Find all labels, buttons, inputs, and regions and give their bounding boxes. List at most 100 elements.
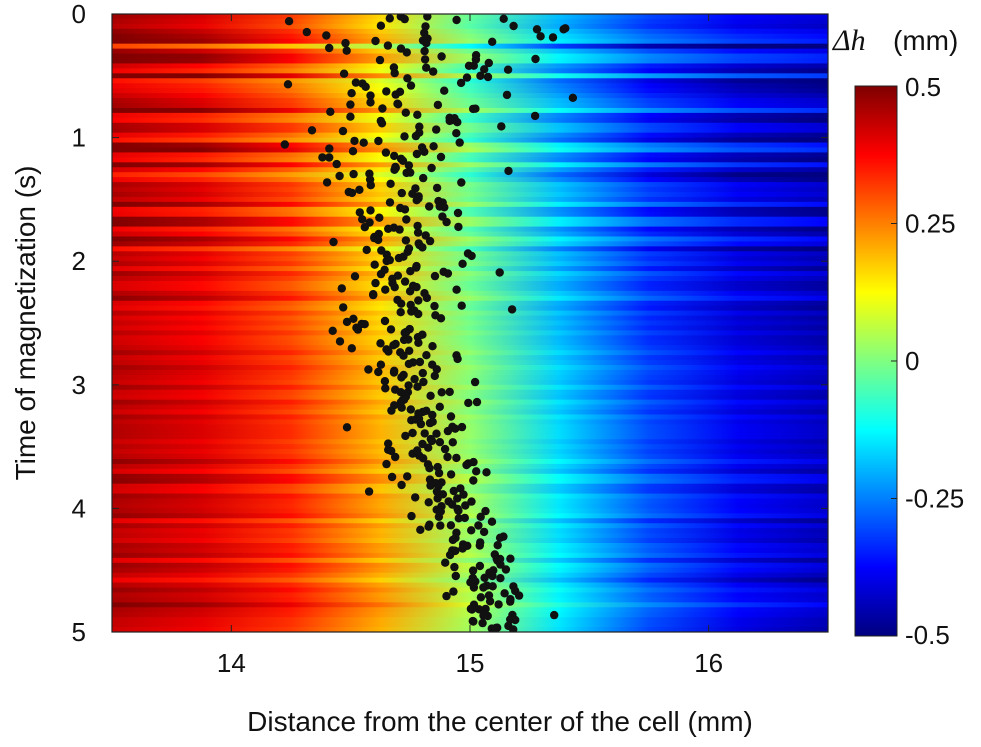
scatter-point bbox=[493, 541, 502, 550]
scatter-point bbox=[432, 365, 441, 374]
scatter-point bbox=[349, 314, 358, 323]
scatter-point bbox=[420, 429, 429, 438]
scatter-point bbox=[405, 346, 414, 355]
heatmap-band bbox=[112, 473, 828, 480]
scatter-point bbox=[483, 72, 493, 82]
scatter-point bbox=[395, 225, 404, 234]
heatmap-band bbox=[112, 221, 828, 228]
heatmap-band bbox=[112, 518, 828, 524]
scatter-point bbox=[432, 125, 441, 134]
scatter-point bbox=[406, 81, 416, 90]
scatter-point bbox=[453, 494, 462, 503]
scatter-point bbox=[329, 237, 338, 247]
scatter-point bbox=[360, 223, 369, 232]
heatmap-band bbox=[112, 206, 828, 213]
heatmap-band bbox=[112, 117, 828, 124]
scatter-point bbox=[429, 142, 438, 151]
heatmap-band bbox=[112, 226, 828, 233]
scatter-point bbox=[413, 110, 422, 120]
heatmap-band bbox=[112, 414, 828, 420]
scatter-point bbox=[428, 417, 437, 426]
heatmap-band bbox=[112, 429, 828, 435]
scatter-point bbox=[430, 301, 439, 311]
scatter-point bbox=[454, 514, 463, 523]
scatter-point bbox=[374, 136, 383, 146]
scatter-point bbox=[347, 89, 356, 98]
scatter-point bbox=[376, 339, 385, 348]
heatmap-band bbox=[112, 305, 828, 312]
heatmap-band bbox=[112, 276, 828, 282]
heatmap-band bbox=[112, 68, 828, 74]
scatter-point bbox=[480, 65, 489, 74]
scatter-point bbox=[419, 454, 428, 463]
scatter-point bbox=[402, 215, 411, 224]
heatmap-band bbox=[112, 310, 828, 317]
scatter-point bbox=[550, 610, 559, 620]
scatter-point bbox=[355, 185, 364, 194]
scatter-point bbox=[404, 161, 414, 170]
scatter-point bbox=[472, 467, 481, 476]
scatter-point bbox=[364, 365, 373, 374]
heatmap-band bbox=[112, 201, 828, 208]
heatmap-band bbox=[112, 622, 828, 628]
scatter-point bbox=[318, 153, 327, 162]
scatter-point bbox=[426, 481, 435, 490]
heatmap-band bbox=[112, 290, 828, 297]
scatter-point bbox=[451, 424, 460, 433]
heatmap-band bbox=[112, 365, 828, 371]
colorbar-tick-label: 0 bbox=[905, 346, 919, 376]
colorbar-unit: (mm) bbox=[893, 25, 958, 56]
scatter-point bbox=[325, 43, 334, 53]
scatter-point bbox=[481, 506, 490, 516]
scatter-point bbox=[427, 436, 437, 446]
heatmap-band bbox=[112, 384, 828, 391]
heatmap-band bbox=[112, 196, 828, 203]
heatmap-band bbox=[112, 157, 828, 163]
heatmap-band bbox=[112, 409, 828, 416]
heatmap-band bbox=[112, 360, 828, 366]
scatter-point bbox=[446, 470, 456, 479]
heatmap-band bbox=[112, 538, 828, 544]
scatter-point bbox=[382, 459, 391, 469]
heatmap-band bbox=[112, 127, 828, 134]
scatter-point bbox=[431, 311, 440, 320]
scatter-point bbox=[350, 136, 359, 146]
scatter-point bbox=[495, 268, 504, 277]
scatter-point bbox=[384, 347, 393, 356]
scatter-point bbox=[484, 58, 493, 68]
scatter-point bbox=[412, 196, 421, 205]
scatter-point bbox=[456, 78, 466, 88]
scatter-point bbox=[446, 412, 456, 421]
colorbar-ticks: 0.5 0.25 0 -0.25 -0.5 bbox=[891, 72, 964, 650]
scatter-point bbox=[422, 39, 431, 48]
colorbar-tick-label: -0.25 bbox=[905, 484, 964, 514]
scatter-point bbox=[479, 611, 488, 620]
scatter-point bbox=[452, 285, 461, 294]
scatter-point bbox=[445, 550, 455, 560]
heatmap-band bbox=[112, 18, 828, 25]
heatmap-band bbox=[112, 503, 828, 509]
scatter-point bbox=[511, 615, 520, 625]
scatter-point bbox=[452, 129, 461, 138]
heatmap-band bbox=[112, 439, 828, 445]
scatter-point bbox=[380, 316, 390, 326]
scatter-point bbox=[509, 625, 518, 632]
heatmap-band bbox=[112, 533, 828, 539]
scatter-point bbox=[469, 457, 478, 467]
scatter-point bbox=[381, 384, 390, 393]
scatter-point bbox=[461, 501, 470, 510]
scatter-point bbox=[370, 260, 379, 269]
heatmap-band bbox=[112, 102, 828, 109]
scatter-point bbox=[353, 325, 363, 334]
heatmap-band bbox=[112, 83, 828, 89]
heatmap-band bbox=[112, 266, 828, 272]
scatter-point bbox=[376, 360, 386, 369]
scatter-point bbox=[322, 178, 332, 187]
scatter-point bbox=[350, 272, 360, 281]
scatter-point bbox=[325, 153, 334, 162]
scatter-point bbox=[449, 587, 458, 596]
scatter-point bbox=[413, 228, 423, 237]
scatter-point bbox=[322, 31, 331, 40]
scatter-point bbox=[377, 119, 387, 128]
heatmap-band bbox=[112, 172, 828, 178]
